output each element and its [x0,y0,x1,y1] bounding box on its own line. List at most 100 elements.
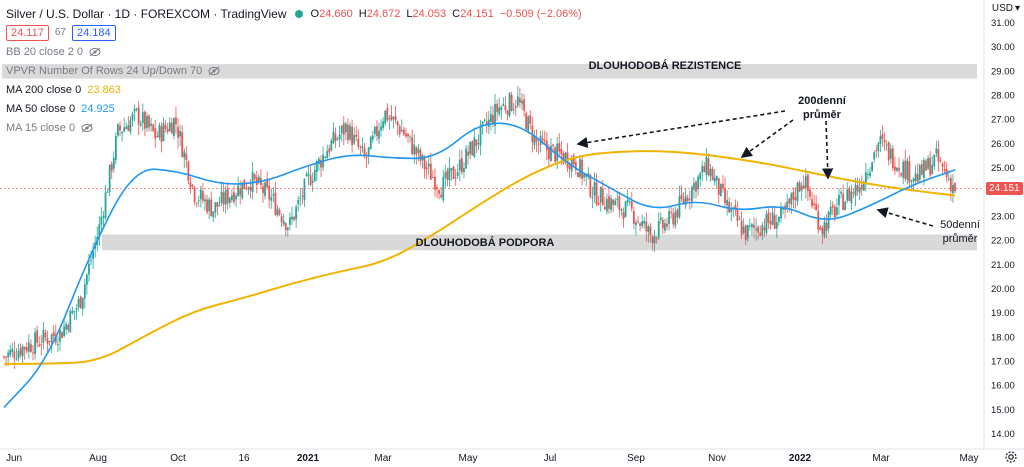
price-tick-label: 20.00 [991,284,1015,295]
candle-body [674,212,677,226]
candle-body [506,110,509,115]
candle-body [351,126,353,145]
candle-body [40,344,43,346]
candle-body [249,186,252,191]
candle-body [827,212,830,229]
indicator-ma50[interactable]: MA 50 close 0 24.925 [6,99,588,118]
candle-body [854,185,857,196]
candle-body [324,156,327,158]
candle-body [809,189,811,197]
candle-body [206,199,208,213]
candle-body [612,199,615,205]
candle-body [871,162,874,171]
candle-body [463,168,465,172]
candle-body [431,177,434,179]
candle-body [949,177,952,192]
sell-price-button[interactable]: 24.117 [6,24,49,41]
candle-body [469,142,472,154]
candle-body [657,220,660,238]
candle-body [492,114,494,125]
time-tick-label: Sep [627,453,645,464]
candle-body [158,125,161,138]
candle-body [796,182,799,202]
candle-body [914,173,917,181]
candle-body [904,160,907,179]
candle-body [568,165,571,170]
candle-body [802,185,805,189]
ma50-value: 24.925 [81,102,115,115]
candle-body [597,202,600,205]
candle-body [100,216,103,225]
candle-body [782,208,784,210]
indicator-vpvr[interactable]: VPVR Number Of Rows 24 Up/Down 70 [6,61,588,80]
buy-price-button[interactable]: 24.184 [71,24,116,41]
candle-body [829,206,832,215]
candle-body [487,119,490,127]
currency-button[interactable]: USD ▾ [992,3,1020,14]
eye-hidden-icon[interactable] [89,47,101,57]
candle-body [405,133,407,137]
candle-body [630,201,633,209]
candle-body [626,199,629,203]
candle-body [865,172,867,184]
candle-body [448,167,451,181]
time-tick-label: 16 [238,453,250,464]
low-label: L [406,7,413,20]
candle-body [156,136,159,138]
candle-body [127,125,130,131]
symbol-title[interactable]: Silver / U.S. Dollar · 1D · FOREXCOM · T… [6,6,287,21]
settings-gear-icon[interactable] [1004,450,1018,464]
candle-body [500,106,503,111]
high-label: H [358,7,367,20]
candle-body [228,197,231,203]
candle-body [777,216,780,222]
candle-body [293,216,295,221]
live-status-icon [294,9,303,18]
price-tick-label: 14.00 [991,429,1015,440]
ma200-value: 23.863 [87,83,121,96]
candle-body [840,191,842,194]
eye-hidden-icon[interactable] [81,123,93,133]
candle-body [761,224,764,236]
candle-body [384,110,387,124]
candle-body [179,130,182,137]
candle-body [458,159,461,171]
candle-body [701,165,704,173]
indicator-ma200[interactable]: MA 200 close 0 23.863 [6,80,588,99]
candle-body [226,188,229,204]
candle-body [589,175,592,197]
candle-body [197,200,200,202]
candle-body [688,198,691,200]
candle-body [286,227,289,230]
candle-body [514,106,517,108]
candle-body [496,103,499,112]
candle-body [332,131,335,144]
indicator-bb[interactable]: BB 20 close 2 0 [6,42,588,61]
candle-body [529,115,532,124]
candle-body [220,191,223,204]
candle-body [168,122,171,132]
candle-body [670,212,673,214]
candle-body [359,146,362,148]
candle-body [357,138,360,147]
candle-body [786,201,789,208]
candle-body [396,121,399,126]
candle-body [943,168,946,172]
time-tick-label: May [459,453,478,464]
candle-body [618,196,621,210]
indicator-ma15[interactable]: MA 15 close 0 [6,118,588,137]
time-tick-label: 2021 [297,453,320,464]
candle-body [908,161,911,183]
candle-body [454,177,457,179]
candle-body [757,226,760,233]
candle-body [935,148,938,154]
candle-body [338,134,341,140]
eye-hidden-icon[interactable] [208,66,220,76]
ma50-annotation-line1: 50denní [940,219,980,231]
candle-body [185,153,188,161]
candle-body [603,206,606,210]
candle-body [13,351,16,359]
candle-body [606,198,608,212]
candle-body [48,341,51,343]
